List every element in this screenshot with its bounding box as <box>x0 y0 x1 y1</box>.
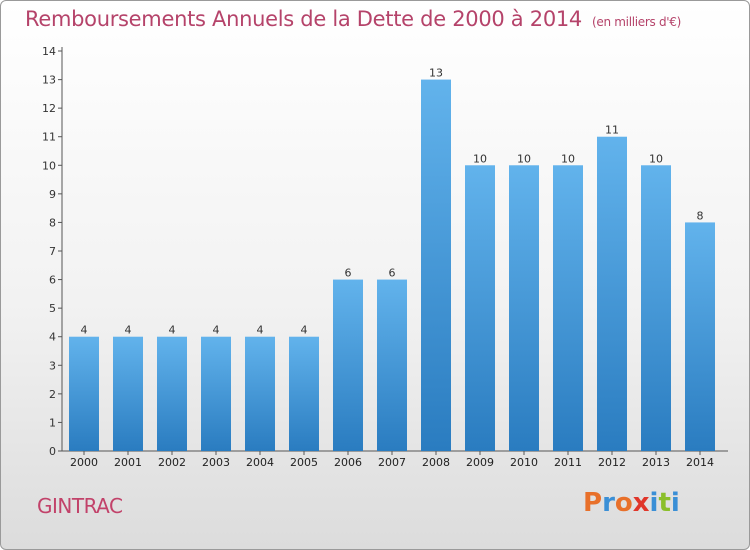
data-label-2006: 6 <box>345 267 352 280</box>
x-tick-label: 2011 <box>554 456 582 469</box>
data-labels: 4 4 4 4 4 4 6 6 13 10 10 10 11 10 8 <box>81 67 704 337</box>
y-tick-label: 6 <box>49 274 56 287</box>
bar-2012 <box>597 136 627 451</box>
bar-2004 <box>245 336 275 451</box>
logo-letter: i <box>670 488 680 518</box>
x-tick-label: 2000 <box>70 456 98 469</box>
proxiti-logo: Proxiti <box>583 488 680 518</box>
logo-letter: i <box>649 488 659 518</box>
x-tick-label: 2010 <box>510 456 538 469</box>
x-tick-label: 2013 <box>642 456 670 469</box>
y-tick-label: 14 <box>42 45 56 58</box>
data-label-2004: 4 <box>257 324 264 337</box>
logo-letter: o <box>614 488 633 518</box>
y-tick-label: 13 <box>42 74 56 87</box>
y-tick-label: 12 <box>42 102 56 115</box>
y-tick-label: 4 <box>49 331 56 344</box>
bar-2011 <box>553 165 583 452</box>
chart-title-text: Remboursements Annuels de la Dette de 20… <box>25 7 582 31</box>
bar-2007 <box>377 279 407 451</box>
logo-letter: t <box>658 488 671 518</box>
data-label-2009: 10 <box>473 152 487 165</box>
data-label-2010: 10 <box>517 152 531 165</box>
x-tick-label: 2005 <box>290 456 318 469</box>
bar-2008 <box>421 79 451 452</box>
data-label-2011: 10 <box>561 152 575 165</box>
data-label-2013: 10 <box>649 152 663 165</box>
x-tick-label: 2003 <box>202 456 230 469</box>
bar-2014 <box>685 222 715 451</box>
x-tick-label: 2008 <box>422 456 450 469</box>
logo-letter: x <box>632 488 650 518</box>
x-tick-label: 2006 <box>334 456 362 469</box>
chart-title: Remboursements Annuels de la Dette de 20… <box>25 7 681 31</box>
data-label-2005: 4 <box>301 324 308 337</box>
data-label-2008: 13 <box>429 67 443 80</box>
x-tick-label: 2014 <box>686 456 714 469</box>
x-tick-label: 2007 <box>378 456 406 469</box>
y-tick-label: 11 <box>42 131 56 144</box>
commune-name: GINTRAC <box>37 494 123 518</box>
data-label-2000: 4 <box>81 324 88 337</box>
y-tick-label: 2 <box>49 388 56 401</box>
y-tick-label: 5 <box>49 302 56 315</box>
data-label-2012: 11 <box>605 124 619 137</box>
y-tick-label: 3 <box>49 359 56 372</box>
x-tick-label: 2012 <box>598 456 626 469</box>
x-tick-label: 2002 <box>158 456 186 469</box>
bar-2002 <box>157 336 187 451</box>
bars <box>69 79 715 452</box>
data-label-2001: 4 <box>125 324 132 337</box>
logo-letter: r <box>602 488 615 518</box>
bar-2010 <box>509 165 539 452</box>
y-tick-label: 9 <box>49 188 56 201</box>
data-label-2007: 6 <box>389 267 396 280</box>
x-tick-label: 2009 <box>466 456 494 469</box>
bar-2000 <box>69 336 99 451</box>
data-label-2003: 4 <box>213 324 220 337</box>
chart-subtitle: (en milliers d'€) <box>592 15 682 29</box>
bar-2003 <box>201 336 231 451</box>
data-label-2014: 8 <box>697 209 704 222</box>
data-label-2002: 4 <box>169 324 176 337</box>
bar-2006 <box>333 279 363 451</box>
bar-2013 <box>641 165 671 452</box>
bar-2001 <box>113 336 143 451</box>
x-tick-label: 2004 <box>246 456 274 469</box>
y-tick-label: 7 <box>49 245 56 258</box>
bar-2005 <box>289 336 319 451</box>
y-tick-label: 10 <box>42 159 56 172</box>
bar-2009 <box>465 165 495 452</box>
x-tick-label: 2001 <box>114 456 142 469</box>
y-tick-label: 8 <box>49 216 56 229</box>
y-tick-label: 1 <box>49 416 56 429</box>
logo-letter: P <box>583 488 603 518</box>
y-tick-label: 0 <box>49 445 56 458</box>
